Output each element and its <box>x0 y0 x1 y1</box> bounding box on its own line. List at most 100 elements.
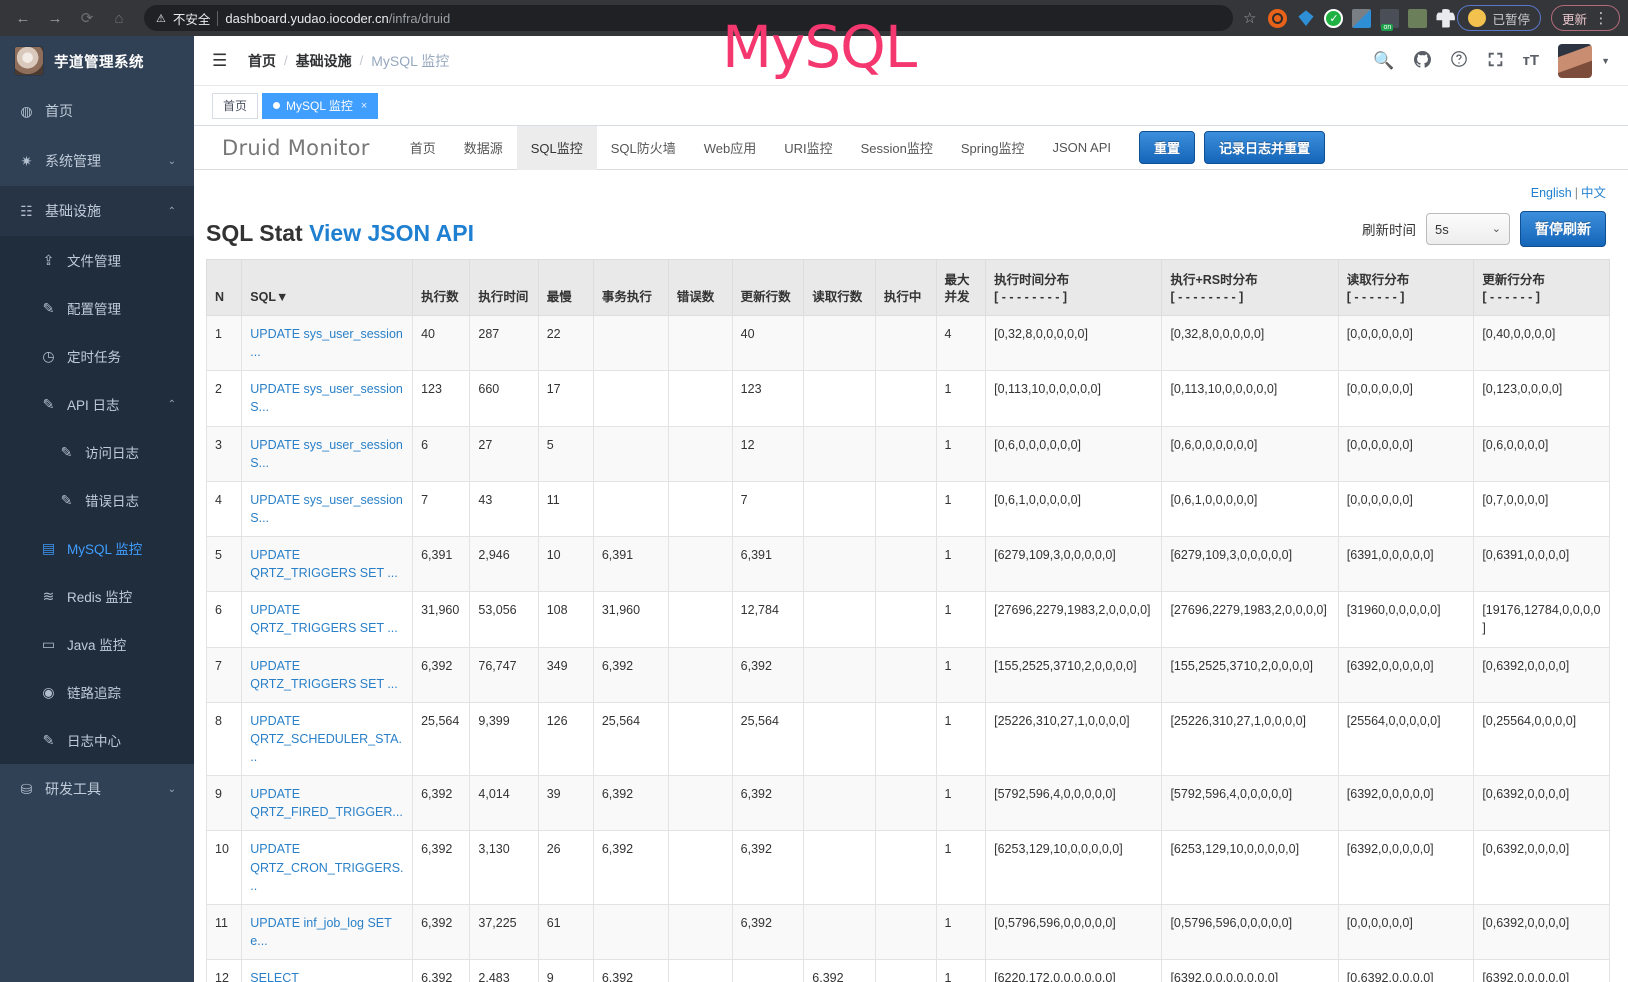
profile-paused-button[interactable]: 已暂停 <box>1457 5 1541 31</box>
address-bar[interactable]: ⚠ 不安全 dashboard.yudao.iocoder.cn/infra/d… <box>144 5 1234 31</box>
sidebar-item-文件管理[interactable]: ⇪ 文件管理 <box>0 236 194 284</box>
sql-link[interactable]: UPDATE QRTZ_TRIGGERS SET ... <box>250 603 398 636</box>
sidebar-item-日志中心[interactable]: ✎ 日志中心 <box>0 716 194 764</box>
cell-sql[interactable]: UPDATE sys_user_session S... <box>241 370 414 427</box>
list-on-ext-icon[interactable]: on <box>1380 8 1400 31</box>
sql-link[interactable]: SELECT TRIGGER_STATE <box>250 971 299 982</box>
brand-logo-icon <box>14 46 44 76</box>
diamond-ext-icon[interactable] <box>1298 10 1314 26</box>
sql-link[interactable]: UPDATE QRTZ_TRIGGERS SET ... <box>250 658 398 691</box>
browser-update-button[interactable]: 更新 ⋮ <box>1550 5 1620 31</box>
cell-sql[interactable]: UPDATE sys_user_session ... <box>241 314 414 372</box>
sidebar-item-错误日志[interactable]: ✎ 错误日志 <box>0 476 194 524</box>
cell-sql[interactable]: UPDATE QRTZ_TRIGGERS SET ... <box>241 535 414 593</box>
sql-link[interactable]: UPDATE sys_user_session S... <box>250 437 403 470</box>
search-icon[interactable]: 🔍 <box>1373 51 1395 70</box>
view-tab-首页[interactable]: 首页 <box>212 92 259 119</box>
druid-nav-Web应用[interactable]: Web应用 <box>703 141 757 156</box>
druid-nav-Session监控[interactable]: Session监控 <box>860 141 933 156</box>
cell-sql[interactable]: UPDATE QRTZ_FIRED_TRIGGER... <box>241 775 414 832</box>
druid-nav-Spring监控[interactable]: Spring监控 <box>960 141 1025 156</box>
lang-chinese-link[interactable]: 中文 <box>1580 186 1606 200</box>
github-icon[interactable] <box>1413 50 1431 71</box>
sidebar-item-系统管理[interactable]: ✷ 系统管理 ⌄ <box>0 136 194 186</box>
font-size-icon[interactable]: тT <box>1522 52 1540 69</box>
column-header-read_rows: 读取行数 <box>803 259 876 316</box>
cell-slowest: 11 <box>537 480 594 538</box>
cell-sql[interactable]: UPDATE QRTZ_TRIGGERS SET ... <box>241 591 414 648</box>
cell-sql[interactable]: UPDATE QRTZ_SCHEDULER_STA... <box>241 701 414 777</box>
druid-nav-SQL防火墙[interactable]: SQL防火墙 <box>610 141 676 156</box>
cell-running <box>874 535 937 593</box>
avatar[interactable] <box>1558 43 1593 78</box>
fullscreen-icon[interactable] <box>1487 51 1504 71</box>
sql-link[interactable]: UPDATE QRTZ_FIRED_TRIGGER... <box>250 787 403 820</box>
sidebar-item-访问日志[interactable]: ✎ 访问日志 <box>0 428 194 476</box>
breadcrumb-item-1[interactable]: 基础设施 <box>295 52 352 69</box>
back-arrow-icon[interactable]: ← <box>15 9 31 27</box>
sidebar-item-基础设施[interactable]: ☷ 基础设施 ⌃ <box>0 186 194 236</box>
cell-sql[interactable]: UPDATE QRTZ_CRON_TRIGGERS... <box>241 830 414 905</box>
druid-nav-URI监控[interactable]: URI监控 <box>784 141 833 156</box>
home-icon[interactable]: ⌂ <box>114 9 124 27</box>
help-icon[interactable] <box>1450 50 1468 71</box>
breadcrumb-item-0[interactable]: 首页 <box>248 52 276 69</box>
view-json-api-link[interactable]: View JSON API <box>309 220 475 246</box>
sql-stat-table-scroll[interactable]: N SQL▼ 执行数 执行时间 最慢 事务执行 错误数 更新行数 读取行数 执行中 最大并发 执行时间… <box>194 259 1628 982</box>
druid-nav-数据源[interactable]: 数据源 <box>463 141 503 156</box>
cell-sql[interactable]: SELECT TRIGGER_STATE <box>241 958 414 982</box>
druid-nav-SQL监控[interactable]: SQL监控 <box>516 126 597 170</box>
sql-link[interactable]: UPDATE sys_user_session S... <box>250 492 403 525</box>
sidebar-item-label: 定时任务 <box>67 350 121 365</box>
lang-english-link[interactable]: English <box>1530 186 1572 200</box>
sidebar-item-配置管理[interactable]: ✎ 配置管理 <box>0 284 194 332</box>
cell-read_rows <box>803 903 876 961</box>
sql-link[interactable]: UPDATE sys_user_session S... <box>250 382 403 415</box>
cell-sql[interactable]: UPDATE sys_user_session S... <box>241 425 414 482</box>
sql-link[interactable]: UPDATE inf_job_log SET e... <box>250 915 392 948</box>
reset-button[interactable]: 重置 <box>1139 131 1196 164</box>
cell-sql[interactable]: UPDATE sys_user_session S... <box>241 480 414 538</box>
key-ext-icon[interactable] <box>1408 8 1428 28</box>
cell-update_row_dist: [0,6391,0,0,0,0] <box>1473 535 1610 593</box>
cell-sql[interactable]: UPDATE QRTZ_TRIGGERS SET ... <box>241 646 414 703</box>
cell-read_row_dist: [6392,0,0,0,0,0] <box>1337 646 1475 703</box>
grid-blue-ext-icon[interactable] <box>1352 8 1372 28</box>
hamburger-icon[interactable]: ☰ <box>212 50 228 70</box>
pause-refresh-button[interactable]: 暂停刷新 <box>1520 211 1606 247</box>
cell-tx_exec <box>592 480 669 538</box>
puzzle-ext-icon[interactable] <box>1436 8 1456 28</box>
chevron-down-icon[interactable]: ▼ <box>1601 55 1610 66</box>
close-icon[interactable]: × <box>360 99 368 112</box>
sql-link[interactable]: UPDATE QRTZ_SCHEDULER_STA... <box>250 713 402 764</box>
sidebar-item-Redis-监控[interactable]: ≋ Redis 监控 <box>0 572 194 620</box>
orange-circle-ext-icon[interactable] <box>1268 8 1288 28</box>
bookmark-star-icon[interactable]: ☆ <box>1243 10 1257 27</box>
refresh-interval-select[interactable]: 5s10s30s60s <box>1426 213 1510 245</box>
sidebar-item-首页[interactable]: ◍ 首页 <box>0 86 194 136</box>
log-and-reset-button[interactable]: 记录日志并重置 <box>1204 131 1326 164</box>
sidebar-item-Java-监控[interactable]: ▭ Java 监控 <box>0 620 194 668</box>
druid-brand[interactable]: Druid Monitor <box>222 135 370 160</box>
sidebar-item-label: 文件管理 <box>67 254 121 269</box>
reload-icon[interactable]: ⟳ <box>80 10 94 27</box>
sql-link[interactable]: UPDATE QRTZ_TRIGGERS SET ... <box>250 548 398 581</box>
sidebar-item-研发工具[interactable]: ⛁ 研发工具 ⌄ <box>0 764 194 814</box>
cell-sql[interactable]: UPDATE inf_job_log SET e... <box>241 903 414 961</box>
sidebar-item-MySQL-监控[interactable]: ▤ MySQL 监控 <box>0 524 194 572</box>
column-header-sql[interactable]: SQL▼ <box>241 259 414 316</box>
browser-menu-icon[interactable]: ⋮ <box>1593 10 1609 27</box>
brand[interactable]: 芋道管理系统 <box>0 36 194 86</box>
sidebar-item-API-日志[interactable]: ✎ API 日志 ⌃ <box>0 380 194 428</box>
breadcrumb-separator: / <box>284 53 288 68</box>
cell-max_concurrent: 1 <box>935 775 987 832</box>
sql-link[interactable]: UPDATE QRTZ_CRON_TRIGGERS... <box>250 842 404 893</box>
druid-nav-JSON-API[interactable]: JSON API <box>1052 140 1112 155</box>
view-tab-MySQL-监控[interactable]: MySQL 监控 × <box>262 92 379 119</box>
sql-link[interactable]: UPDATE sys_user_session ... <box>250 327 403 360</box>
druid-nav-首页[interactable]: 首页 <box>409 141 436 156</box>
sidebar-item-链路追踪[interactable]: ◉ 链路追踪 <box>0 668 194 716</box>
green-check-ext-icon[interactable]: ✓ <box>1324 8 1344 28</box>
forward-arrow-icon[interactable]: → <box>47 9 63 27</box>
sidebar-item-定时任务[interactable]: ◷ 定时任务 <box>0 332 194 380</box>
